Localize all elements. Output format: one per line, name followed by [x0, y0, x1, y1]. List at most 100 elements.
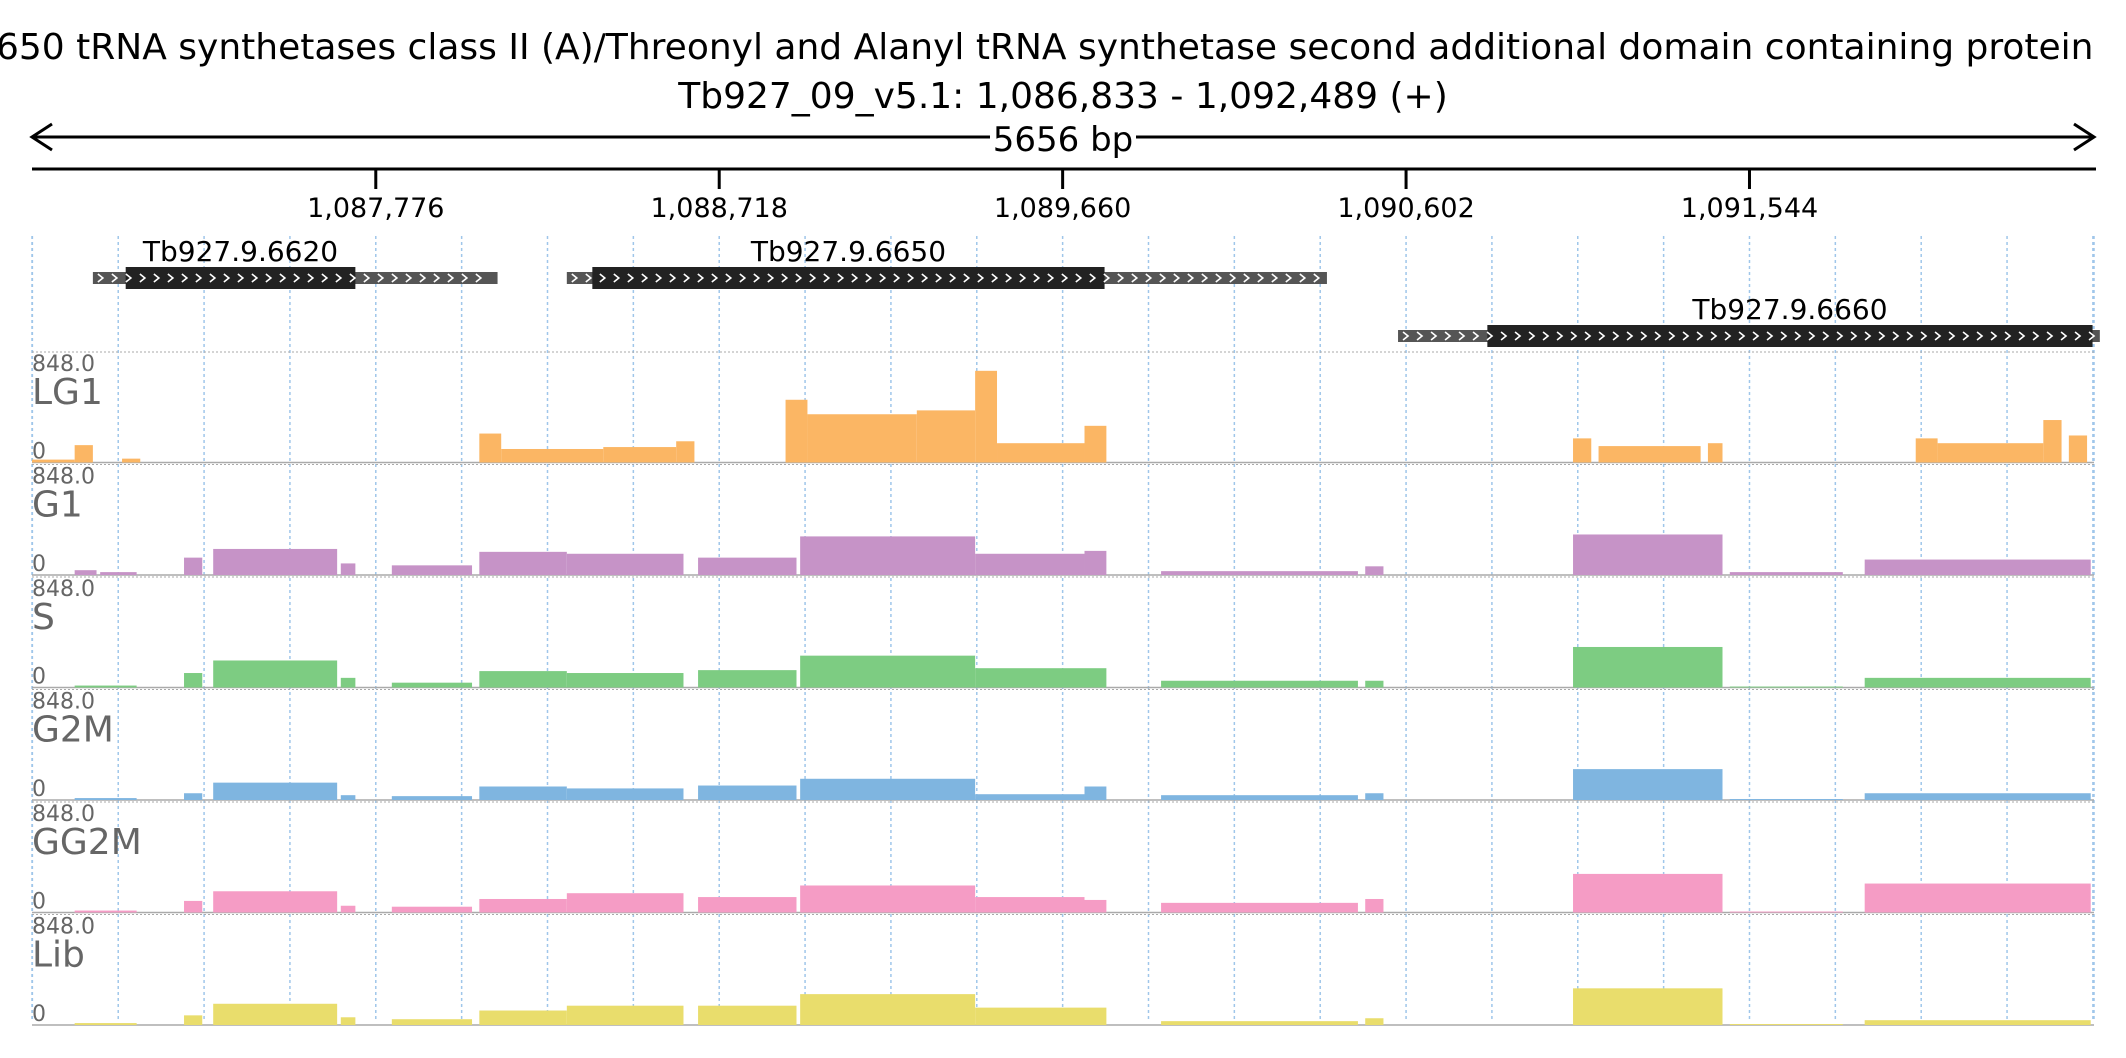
gene-Tb927-9-6620[interactable]: Tb927.9.6620 — [92, 235, 498, 289]
strand-chevron-icon — [599, 273, 607, 283]
gene-cds-bar — [125, 267, 356, 289]
header: 650 tRNA synthetases class II (A)/Threon… — [0, 27, 2094, 117]
track-max-label: 848.0 — [32, 690, 95, 715]
span-left-arrowhead-icon — [29, 122, 53, 152]
strand-chevron-icon — [1808, 331, 1816, 341]
strand-chevron-icon — [921, 273, 929, 283]
coverage-bar — [1707, 443, 1723, 463]
coverage-bar — [800, 778, 976, 800]
strand-chevron-icon — [223, 273, 231, 283]
strand-chevron-icon — [851, 273, 859, 283]
coverage-bar — [184, 673, 203, 688]
strand-chevron-icon — [585, 273, 593, 283]
span-label-background — [990, 118, 1136, 158]
strand-chevron-icon — [181, 273, 189, 283]
strand-chevron-icon — [725, 273, 733, 283]
strand-chevron-icon — [1173, 273, 1181, 283]
coverage-bar — [800, 994, 976, 1025]
strand-chevron-icon — [2018, 331, 2026, 341]
strand-chevron-icon — [1416, 331, 1424, 341]
strand-chevron-icon — [461, 273, 469, 283]
track-max-label: 848.0 — [32, 915, 95, 940]
track-min-label: 0 — [32, 552, 46, 577]
coverage-bar — [807, 414, 917, 463]
coverage-bar — [391, 682, 473, 688]
strand-chevron-icon — [571, 273, 579, 283]
strand-chevron-icon — [1033, 273, 1041, 283]
locus-coordinates: Tb927_09_v5.1: 1,086,833 - 1,092,489 (+) — [677, 76, 1448, 117]
strand-chevron-icon — [949, 273, 957, 283]
coverage-bar — [1161, 571, 1358, 575]
coverage-bar — [74, 445, 93, 463]
coverage-bar — [74, 685, 137, 688]
strand-chevron-icon — [1500, 331, 1508, 341]
strand-chevron-icon — [1528, 331, 1536, 341]
coverage-bar — [501, 448, 604, 463]
strand-chevron-icon — [1005, 273, 1013, 283]
coverage-bar — [566, 1005, 684, 1025]
strand-chevron-icon — [1626, 331, 1634, 341]
ruler-tick-label: 1,091,544 — [1681, 193, 1818, 224]
strand-chevron-icon — [1920, 331, 1928, 341]
gene-Tb927-9-6650[interactable]: Tb927.9.6650 — [566, 235, 1327, 289]
strand-chevron-icon — [1878, 331, 1886, 341]
track-min-label: 0 — [32, 665, 46, 690]
coverage-bar — [122, 458, 141, 463]
coverage-bar — [785, 399, 808, 463]
strand-chevron-icon — [1864, 331, 1872, 341]
strand-chevron-icon — [1257, 273, 1265, 283]
coverage-bar — [391, 796, 473, 800]
track-g1: 848.0G1 0 — [32, 464, 2094, 577]
coverage-bar — [1573, 438, 1592, 463]
strand-chevron-icon — [1598, 331, 1606, 341]
strand-chevron-icon — [1962, 331, 1970, 341]
strand-chevron-icon — [991, 273, 999, 283]
ruler-tick-label: 1,090,602 — [1337, 193, 1474, 224]
coverage-bar — [1161, 902, 1358, 913]
strand-chevron-icon — [1906, 331, 1914, 341]
strand-chevron-icon — [363, 273, 371, 283]
strand-chevron-icon — [1486, 331, 1494, 341]
coverage-bar — [975, 370, 998, 463]
strand-chevron-icon — [2088, 331, 2096, 341]
strand-chevron-icon — [1766, 331, 1774, 341]
coverage-bar — [1161, 1021, 1358, 1025]
strand-chevron-icon — [963, 273, 971, 283]
gene-label: Tb927.9.6620 — [142, 235, 338, 268]
strand-chevron-icon — [1556, 331, 1564, 341]
strand-chevron-icon — [1794, 331, 1802, 341]
track-name-label: G1 — [32, 485, 83, 526]
strand-chevron-icon — [125, 273, 133, 283]
strand-chevron-icon — [1570, 331, 1578, 341]
coverage-bar — [1573, 646, 1723, 688]
coverage-bar — [213, 1003, 338, 1025]
strand-chevron-icon — [139, 273, 147, 283]
strand-chevron-icon — [739, 273, 747, 283]
strand-chevron-icon — [711, 273, 719, 283]
strand-chevron-icon — [1822, 331, 1830, 341]
strand-chevron-icon — [2032, 331, 2040, 341]
coverage-bar — [1573, 873, 1723, 913]
coverage-bar — [1365, 566, 1384, 575]
track-max-label: 848.0 — [32, 465, 95, 490]
coverage-bar — [479, 898, 567, 913]
strand-chevron-icon — [1738, 331, 1746, 341]
strand-chevron-icon — [1458, 331, 1466, 341]
coverage-bar — [698, 1005, 797, 1025]
strand-chevron-icon — [97, 273, 105, 283]
coverage-bar — [800, 655, 976, 688]
gene-label: Tb927.9.6650 — [750, 235, 946, 268]
gene-Tb927-9-6660[interactable]: Tb927.9.6660 — [1398, 293, 2100, 347]
coverage-bar — [1729, 1024, 1843, 1025]
strand-chevron-icon — [1215, 273, 1223, 283]
strand-chevron-icon — [265, 273, 273, 283]
strand-chevron-icon — [279, 273, 287, 283]
strand-chevron-icon — [153, 273, 161, 283]
strand-chevron-icon — [795, 273, 803, 283]
strand-chevron-icon — [335, 273, 343, 283]
strand-chevron-icon — [865, 273, 873, 283]
strand-chevron-icon — [391, 273, 399, 283]
coverage-bar — [975, 553, 1085, 575]
strand-chevron-icon — [1542, 331, 1550, 341]
